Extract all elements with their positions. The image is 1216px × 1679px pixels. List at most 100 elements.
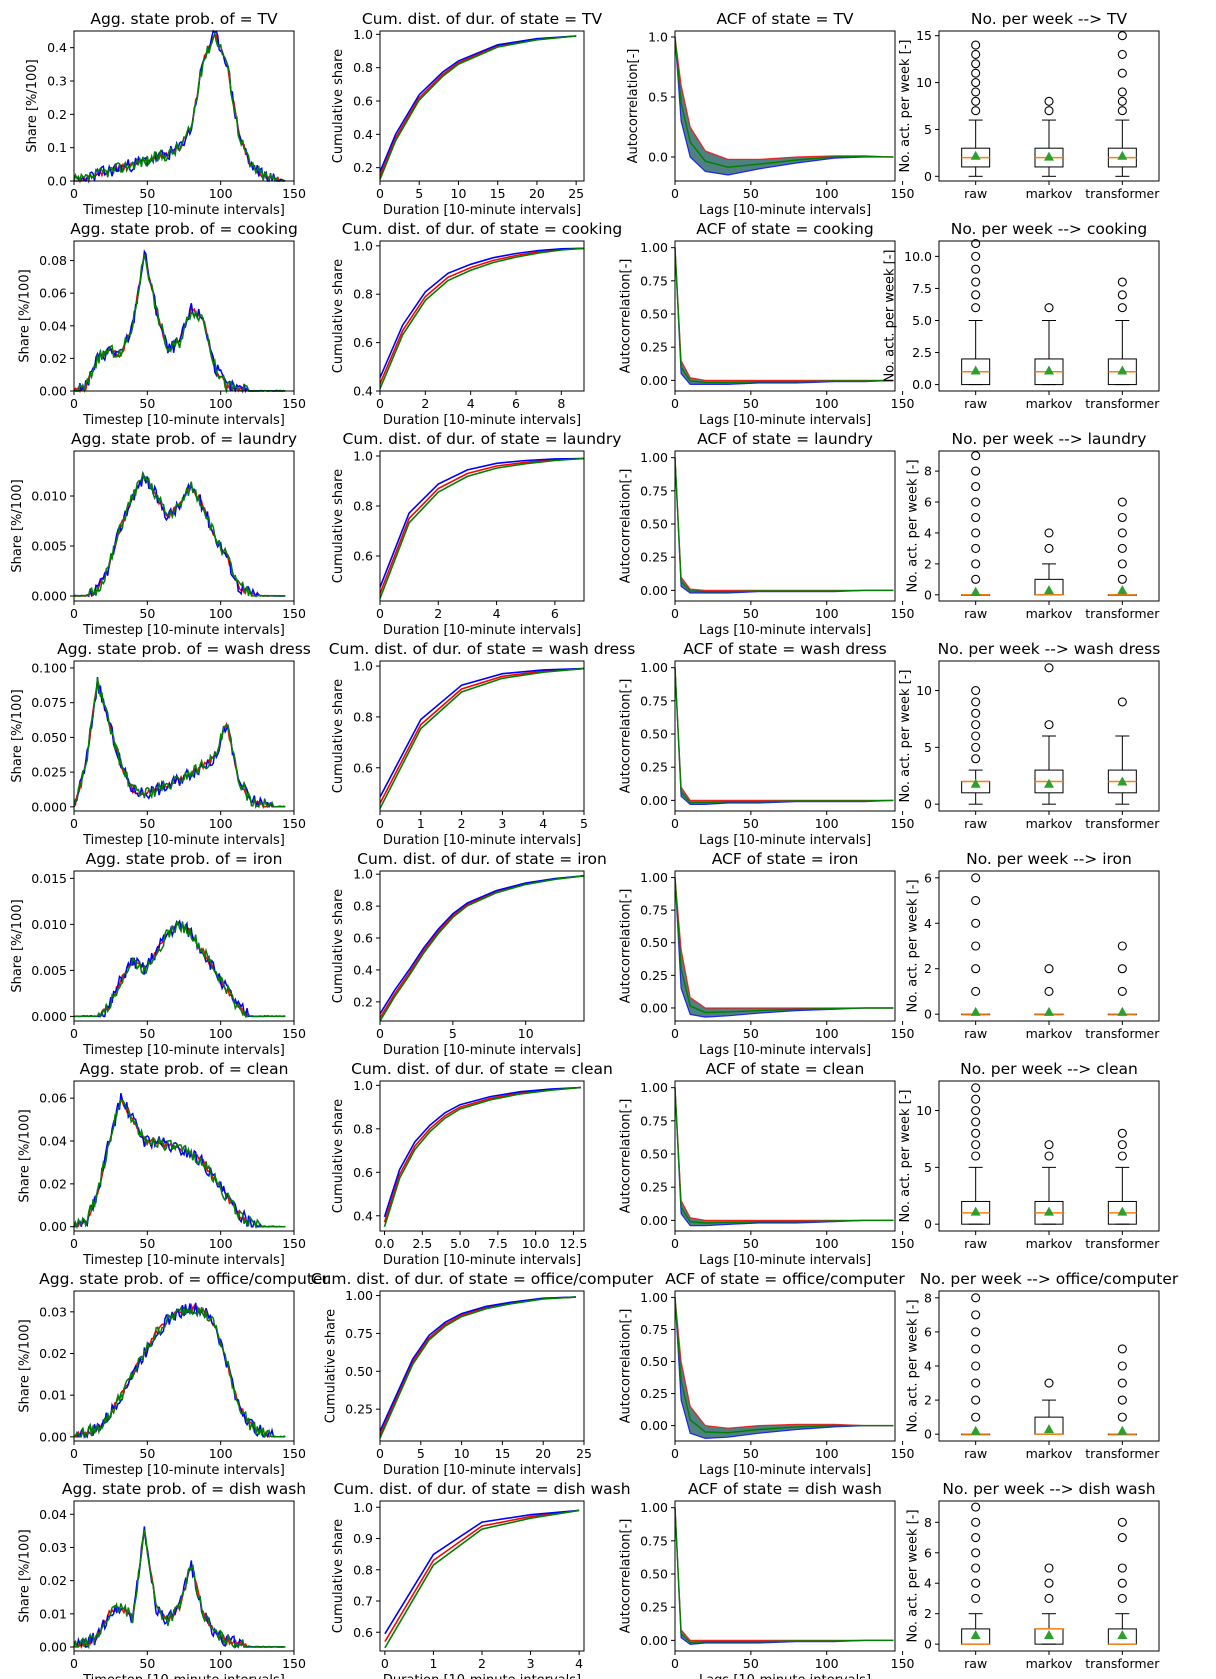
acf-line-raw — [674, 457, 894, 592]
subplot-title: ACF of state = cooking — [696, 220, 873, 238]
x-tick-label: raw — [964, 1446, 987, 1461]
y-tick-label: 5 — [924, 740, 932, 755]
x-tick-label: markov — [1026, 396, 1073, 411]
x-tick-label: 10 — [451, 186, 467, 201]
flier-point — [971, 68, 981, 78]
y-tick-label: 0.00 — [640, 793, 668, 808]
axes-frame — [73, 660, 295, 812]
y-axis-label: Cumulative share — [324, 1309, 339, 1423]
axes-frame — [379, 1080, 585, 1232]
x-tick-label: 0 — [70, 606, 78, 621]
y-tick-label: 0.75 — [640, 483, 668, 498]
x-tick-label: 150 — [891, 1446, 915, 1461]
flier-point — [1044, 303, 1054, 313]
flier-point — [1117, 1593, 1127, 1604]
axes-frame — [938, 660, 1160, 812]
y-tick-label: 0.75 — [640, 1322, 668, 1337]
flier-point — [1117, 1128, 1127, 1138]
x-tick-label: 20 — [535, 1446, 551, 1461]
x-tick-label: 0 — [376, 816, 384, 831]
flier-point — [971, 482, 981, 492]
x-tick-label: 15 — [490, 186, 506, 201]
x-tick-label: transformer — [1085, 606, 1160, 621]
mean-marker — [1044, 1206, 1054, 1216]
y-axis-label: Autocorrelation[-] — [619, 259, 634, 374]
series-line-markov — [384, 1509, 580, 1635]
subplot-title: No. per week --> iron — [966, 850, 1132, 868]
y-tick-label: 0 — [924, 169, 932, 184]
flier-point — [971, 277, 981, 287]
x-tick-label: 50 — [139, 606, 155, 621]
x-axis-label: Duration [10-minute intervals] — [383, 833, 581, 848]
series-line-markov — [73, 29, 286, 184]
acf-line-markov — [674, 457, 894, 594]
y-tick-label: 0.25 — [640, 340, 668, 355]
flier-point — [1117, 1578, 1127, 1588]
flier-point — [971, 290, 981, 300]
axes-frame — [674, 660, 896, 812]
y-tick-label: 0.03 — [39, 1540, 67, 1555]
flier-point — [971, 239, 981, 249]
acf-band — [675, 247, 894, 385]
subplot-title: ACF of state = wash dress — [683, 640, 887, 658]
flier-point — [1117, 303, 1127, 313]
flier-point — [971, 708, 981, 718]
flier-point — [971, 1128, 981, 1138]
acf-line-transformer — [674, 667, 894, 804]
x-tick-label: 8 — [557, 396, 565, 411]
subplot-title: Agg. state prob. of = iron — [86, 850, 283, 868]
x-tick-label: 12.5 — [560, 1236, 588, 1251]
y-tick-label: 0.00 — [640, 1418, 668, 1433]
y-axis-label: Autocorrelation[-] — [619, 889, 634, 1004]
subplot-title: Cum. dist. of dur. of state = iron — [357, 850, 607, 868]
x-tick-label: 50 — [743, 1236, 759, 1251]
axes-frame — [379, 30, 585, 182]
flier-point — [1044, 1563, 1054, 1573]
y-axis-label: Share [%/100] — [10, 479, 25, 572]
y-tick-label: 0.02 — [39, 351, 67, 366]
y-tick-label: 10 — [916, 75, 932, 90]
series-line-transformer — [379, 1296, 576, 1439]
flier-point — [1117, 1151, 1127, 1161]
y-tick-label: 0.8 — [353, 709, 373, 724]
y-tick-label: 5 — [924, 122, 932, 137]
x-tick-label: 50 — [743, 1026, 759, 1041]
x-tick-label: 150 — [891, 1236, 915, 1251]
acf-line-markov — [674, 877, 894, 1018]
acf-band — [675, 667, 894, 805]
acf-line-markov — [674, 667, 894, 806]
x-tick-label: 15 — [494, 1446, 510, 1461]
y-tick-label: 0 — [924, 1217, 932, 1232]
y-axis-label: Autocorrelation[-] — [619, 679, 634, 794]
x-tick-label: 150 — [891, 606, 915, 621]
series-line-transformer — [379, 247, 585, 389]
y-tick-label: 0.2 — [353, 994, 373, 1009]
mean-marker — [1044, 1006, 1054, 1016]
flier-point — [971, 451, 981, 461]
x-tick-label: 0 — [671, 1236, 679, 1251]
flier-point — [971, 87, 981, 97]
y-axis-label: Cumulative share — [331, 679, 346, 793]
x-tick-label: 100 — [815, 1656, 839, 1671]
x-axis-label: Duration [10-minute intervals] — [383, 1463, 581, 1478]
y-tick-label: 0.015 — [31, 871, 67, 886]
subplot-title: ACF of state = office/computer — [665, 1270, 905, 1288]
acf-line-transformer — [674, 36, 894, 168]
y-tick-label: 0.02 — [39, 1176, 67, 1191]
y-tick-label: 0.01 — [39, 1388, 67, 1403]
y-tick-label: 0 — [924, 1637, 932, 1652]
axes-frame — [73, 1080, 295, 1232]
y-axis-label: Share [%/100] — [18, 269, 33, 362]
mean-marker — [970, 365, 981, 375]
y-tick-label: 0.50 — [640, 307, 668, 322]
x-tick-label: 150 — [282, 606, 306, 621]
y-tick-label: 1.00 — [640, 1080, 668, 1095]
y-axis-label: Cumulative share — [331, 49, 346, 163]
x-axis-label: Timestep [10-minute intervals] — [82, 623, 285, 638]
y-tick-label: 0.000 — [31, 799, 67, 814]
flier-point — [1117, 290, 1127, 300]
y-tick-label: 0.50 — [640, 517, 668, 532]
y-tick-label: 0.00 — [39, 1640, 67, 1655]
y-tick-label: 0.08 — [39, 253, 67, 268]
x-tick-label: 0 — [70, 816, 78, 831]
